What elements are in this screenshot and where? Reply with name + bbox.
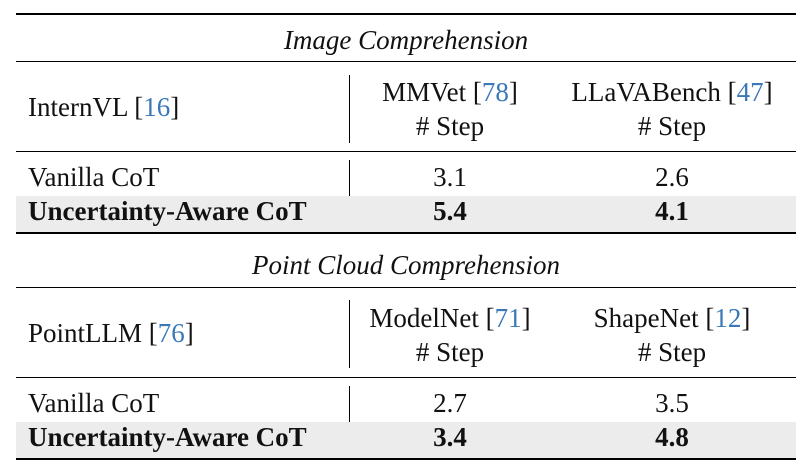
table-cell-value-highlight: 5.4 xyxy=(433,196,467,226)
benchmark-name: LLaVABench xyxy=(571,77,721,107)
table-cell-value: 3.1 xyxy=(433,162,467,192)
column-divider xyxy=(349,75,350,143)
top-rule xyxy=(16,13,796,15)
section-rule xyxy=(16,61,796,62)
benchmark-name: MMVet xyxy=(382,77,467,107)
highlight-row-background xyxy=(16,422,796,458)
section-title-point-cloud: Point Cloud Comprehension xyxy=(252,250,560,280)
benchmark-header-shapenet: ShapeNet [12] xyxy=(594,302,751,334)
metric-label: # Step xyxy=(415,337,485,367)
benchmark-citation[interactable]: [47] xyxy=(727,77,773,107)
column-divider xyxy=(349,300,350,368)
table-row-method: Vanilla CoT xyxy=(28,162,160,192)
benchmark-header-mmvet: MMVet [78] xyxy=(382,76,518,108)
metric-label: # Step xyxy=(415,111,485,141)
model-label-pointllm: PointLLM [76] xyxy=(28,317,194,349)
table-cell-value: 3.5 xyxy=(655,388,689,418)
benchmark-citation[interactable]: [12] xyxy=(705,303,751,333)
table-row-method-highlight: Uncertainty-Aware CoT xyxy=(28,422,307,452)
bottom-rule xyxy=(16,458,796,460)
citation-link[interactable]: 76 xyxy=(157,318,185,348)
metric-label: # Step xyxy=(637,337,707,367)
model-name: InternVL xyxy=(28,92,128,122)
table-cell-value-highlight: 4.8 xyxy=(655,422,689,452)
benchmark-header-llavabench: LLaVABench [47] xyxy=(571,76,772,108)
benchmark-header-modelnet: ModelNet [71] xyxy=(369,302,530,334)
section-title-image: Image Comprehension xyxy=(283,25,529,55)
citation-link[interactable]: 16 xyxy=(143,92,171,122)
model-label-internvl: InternVL [16] xyxy=(28,91,179,123)
benchmark-citation[interactable]: [71] xyxy=(485,303,531,333)
citation-link[interactable]: 71 xyxy=(494,303,522,333)
benchmark-citation[interactable]: [78] xyxy=(472,77,518,107)
section-rule xyxy=(16,287,796,288)
benchmark-name: ModelNet xyxy=(369,303,479,333)
table-cell-value: 2.7 xyxy=(433,388,467,418)
metric-label: # Step xyxy=(637,111,707,141)
table-cell-value-highlight: 4.1 xyxy=(655,196,689,226)
highlight-row-background xyxy=(16,196,796,232)
citation-link[interactable]: 47 xyxy=(736,77,764,107)
header-rule xyxy=(16,377,796,378)
table-row-method: Vanilla CoT xyxy=(28,388,160,418)
citation-link[interactable]: 78 xyxy=(481,77,509,107)
table-cell-value: 2.6 xyxy=(655,162,689,192)
table-cell-value-highlight: 3.4 xyxy=(433,422,467,452)
benchmark-name: ShapeNet xyxy=(593,303,699,333)
model-citation[interactable]: [16] xyxy=(134,92,180,122)
model-name: PointLLM xyxy=(28,318,143,348)
table-row-method-highlight: Uncertainty-Aware CoT xyxy=(28,196,307,226)
header-rule xyxy=(16,151,796,152)
model-citation[interactable]: [76] xyxy=(148,318,194,348)
citation-link[interactable]: 12 xyxy=(714,303,742,333)
section-bottom-rule xyxy=(16,232,796,234)
